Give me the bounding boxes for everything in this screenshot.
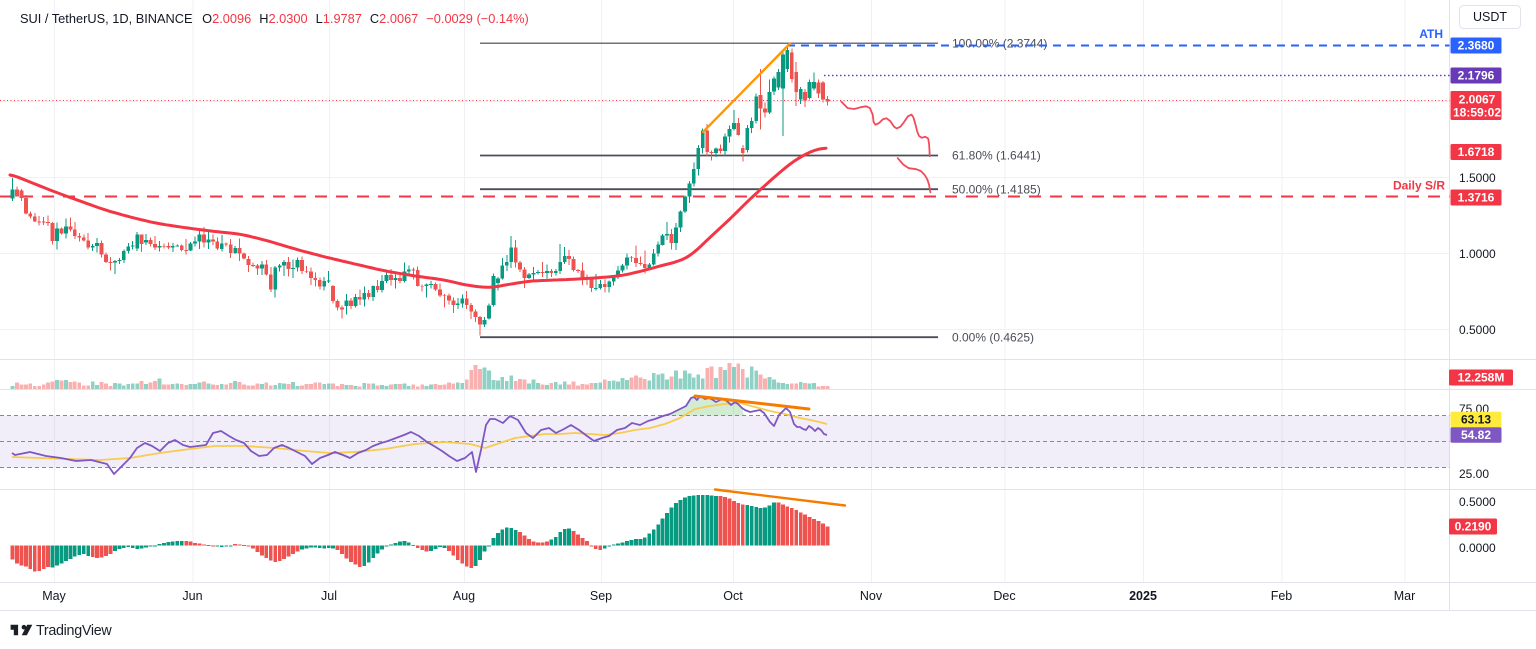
svg-text:12.258M: 12.258M xyxy=(1458,371,1505,385)
svg-text:1.5000: 1.5000 xyxy=(1459,171,1496,185)
svg-text:50.00% (1.4185): 50.00% (1.4185) xyxy=(952,182,1041,196)
svg-text:Oct: Oct xyxy=(723,589,743,603)
svg-text:2.1796: 2.1796 xyxy=(1458,69,1495,83)
svg-text:100.00% (2.3744): 100.00% (2.3744) xyxy=(952,36,1047,50)
svg-text:Daily S/R: Daily S/R xyxy=(1393,179,1445,193)
svg-text:25.00: 25.00 xyxy=(1459,467,1489,481)
svg-text:1.0000: 1.0000 xyxy=(1459,247,1496,261)
svg-text:USDT: USDT xyxy=(1473,10,1507,24)
svg-text:Jun: Jun xyxy=(182,589,202,603)
svg-text:1.6718: 1.6718 xyxy=(1458,145,1495,159)
svg-text:18:59:02: 18:59:02 xyxy=(1453,106,1501,120)
svg-text:Mar: Mar xyxy=(1394,589,1416,603)
svg-text:Aug: Aug xyxy=(453,589,475,603)
svg-text:1.3716: 1.3716 xyxy=(1458,191,1495,205)
svg-text:Sep: Sep xyxy=(590,589,612,603)
svg-text:2.0067: 2.0067 xyxy=(1459,93,1496,107)
svg-text:TradingView: TradingView xyxy=(36,623,112,639)
svg-text:0.5000: 0.5000 xyxy=(1459,495,1496,509)
svg-text:0.5000: 0.5000 xyxy=(1459,323,1496,337)
svg-text:SUI / TetherUS, 1D, BINANCE O2: SUI / TetherUS, 1D, BINANCE O2.0096 H2.03… xyxy=(20,11,529,26)
svg-text:Jul: Jul xyxy=(321,589,337,603)
svg-text:May: May xyxy=(42,589,66,603)
svg-text:0.2190: 0.2190 xyxy=(1455,520,1492,534)
svg-text:54.82: 54.82 xyxy=(1461,428,1491,442)
svg-text:61.80% (1.6441): 61.80% (1.6441) xyxy=(952,149,1041,163)
svg-text:Dec: Dec xyxy=(993,589,1015,603)
svg-text:2025: 2025 xyxy=(1129,589,1157,603)
svg-text:2.3680: 2.3680 xyxy=(1458,39,1495,53)
svg-text:Nov: Nov xyxy=(860,589,883,603)
svg-text:63.13: 63.13 xyxy=(1461,413,1491,427)
svg-text:0.0000: 0.0000 xyxy=(1459,541,1496,555)
svg-text:0.00% (0.4625): 0.00% (0.4625) xyxy=(952,330,1034,344)
svg-text:ATH: ATH xyxy=(1419,27,1443,41)
svg-text:Feb: Feb xyxy=(1271,589,1293,603)
